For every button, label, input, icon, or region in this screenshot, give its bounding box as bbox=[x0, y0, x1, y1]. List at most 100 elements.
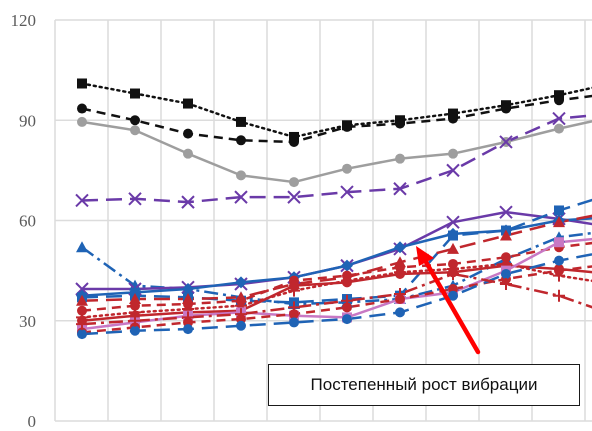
data-point-marker bbox=[129, 293, 141, 305]
data-point-marker bbox=[129, 314, 141, 327]
data-point-marker bbox=[554, 95, 564, 106]
y-tick-label: 60 bbox=[19, 212, 36, 231]
data-point-marker bbox=[501, 268, 511, 279]
y-axis-ticks: 0 30 60 90 120 bbox=[11, 11, 37, 431]
data-point-marker bbox=[395, 307, 405, 318]
data-point-marker bbox=[289, 177, 299, 188]
data-point-marker bbox=[342, 314, 352, 325]
data-point-marker bbox=[395, 153, 405, 164]
data-point-marker bbox=[130, 115, 140, 126]
data-point-marker bbox=[183, 128, 193, 139]
data-point-marker bbox=[289, 280, 299, 291]
data-point-marker bbox=[76, 294, 88, 306]
data-point-marker bbox=[342, 121, 352, 132]
data-point-marker bbox=[288, 301, 300, 314]
data-point-marker bbox=[235, 276, 247, 289]
chart-grid bbox=[54, 19, 592, 422]
data-point-marker bbox=[554, 90, 564, 101]
data-point-marker bbox=[448, 113, 458, 124]
data-point-marker bbox=[236, 320, 246, 331]
data-point-marker bbox=[342, 277, 352, 288]
series-markers bbox=[75, 78, 566, 340]
data-point-marker bbox=[75, 193, 89, 208]
y-tick-label: 90 bbox=[19, 111, 36, 130]
data-point-marker bbox=[128, 192, 142, 206]
data-point-marker bbox=[341, 294, 353, 307]
data-point-marker bbox=[236, 170, 246, 181]
data-point-marker bbox=[77, 116, 87, 127]
data-point-marker bbox=[182, 283, 194, 296]
data-point-marker bbox=[395, 268, 405, 279]
data-point-marker bbox=[500, 277, 512, 290]
data-point-marker bbox=[235, 308, 247, 321]
data-point-marker bbox=[448, 148, 458, 159]
series-lines bbox=[80, 82, 592, 336]
annotation-callout: Постепенный рост вибрации bbox=[268, 364, 580, 406]
data-point-marker bbox=[448, 290, 458, 301]
data-point-marker bbox=[287, 190, 301, 204]
data-point-marker bbox=[130, 88, 140, 99]
data-point-marker bbox=[446, 215, 460, 229]
data-point-marker bbox=[183, 98, 193, 109]
data-point-marker bbox=[554, 265, 564, 276]
data-point-marker bbox=[342, 163, 352, 174]
data-point-marker bbox=[289, 136, 299, 147]
data-point-marker bbox=[342, 302, 352, 313]
data-point-marker bbox=[236, 135, 246, 146]
annotation-arrow bbox=[416, 246, 481, 355]
data-point-marker bbox=[500, 229, 512, 241]
annotation-arrow-shaft bbox=[423, 259, 481, 355]
data-point-marker bbox=[130, 325, 140, 336]
data-point-marker bbox=[394, 288, 406, 301]
data-point-marker bbox=[129, 279, 141, 291]
data-point-marker bbox=[394, 241, 406, 254]
y-tick-label: 120 bbox=[11, 11, 37, 30]
data-point-marker bbox=[77, 103, 87, 114]
series-line bbox=[81, 264, 592, 322]
data-point-marker bbox=[554, 205, 564, 216]
data-point-marker bbox=[76, 241, 88, 253]
data-point-marker bbox=[341, 259, 353, 272]
data-point-marker bbox=[183, 148, 193, 159]
data-point-marker bbox=[554, 123, 564, 134]
series-line bbox=[81, 272, 592, 326]
data-point-marker bbox=[393, 182, 407, 196]
data-point-marker bbox=[182, 311, 194, 324]
data-point-marker bbox=[448, 108, 458, 119]
data-point-marker bbox=[501, 252, 511, 263]
data-point-marker bbox=[554, 237, 564, 248]
data-point-marker bbox=[395, 118, 405, 129]
data-point-marker bbox=[447, 242, 459, 254]
data-point-marker bbox=[340, 185, 354, 199]
data-point-marker bbox=[499, 205, 513, 219]
data-point-marker bbox=[130, 125, 140, 136]
data-point-marker bbox=[76, 318, 88, 331]
data-point-marker bbox=[499, 135, 513, 149]
data-point-marker bbox=[446, 163, 460, 178]
data-point-marker bbox=[77, 78, 87, 89]
data-point-marker bbox=[553, 289, 565, 302]
series-line bbox=[80, 82, 592, 139]
data-point-marker bbox=[181, 195, 195, 209]
y-tick-label: 0 bbox=[28, 412, 37, 431]
data-point-marker bbox=[183, 324, 193, 335]
data-point-marker bbox=[501, 103, 511, 114]
series-line bbox=[81, 253, 592, 336]
y-tick-label: 30 bbox=[19, 312, 36, 331]
data-point-marker bbox=[234, 190, 248, 204]
data-point-marker bbox=[130, 300, 140, 311]
data-point-marker bbox=[447, 267, 459, 280]
data-point-marker bbox=[77, 305, 87, 316]
data-point-marker bbox=[552, 111, 566, 126]
data-point-marker bbox=[236, 116, 246, 127]
data-point-marker bbox=[289, 309, 299, 320]
series-line bbox=[81, 94, 592, 144]
data-point-marker bbox=[553, 216, 565, 228]
data-point-marker bbox=[448, 230, 458, 241]
annotation-arrow-head bbox=[416, 246, 434, 266]
data-point-marker bbox=[289, 131, 299, 142]
data-point-marker bbox=[289, 317, 299, 328]
data-point-marker bbox=[77, 329, 87, 340]
data-point-marker bbox=[554, 255, 564, 266]
